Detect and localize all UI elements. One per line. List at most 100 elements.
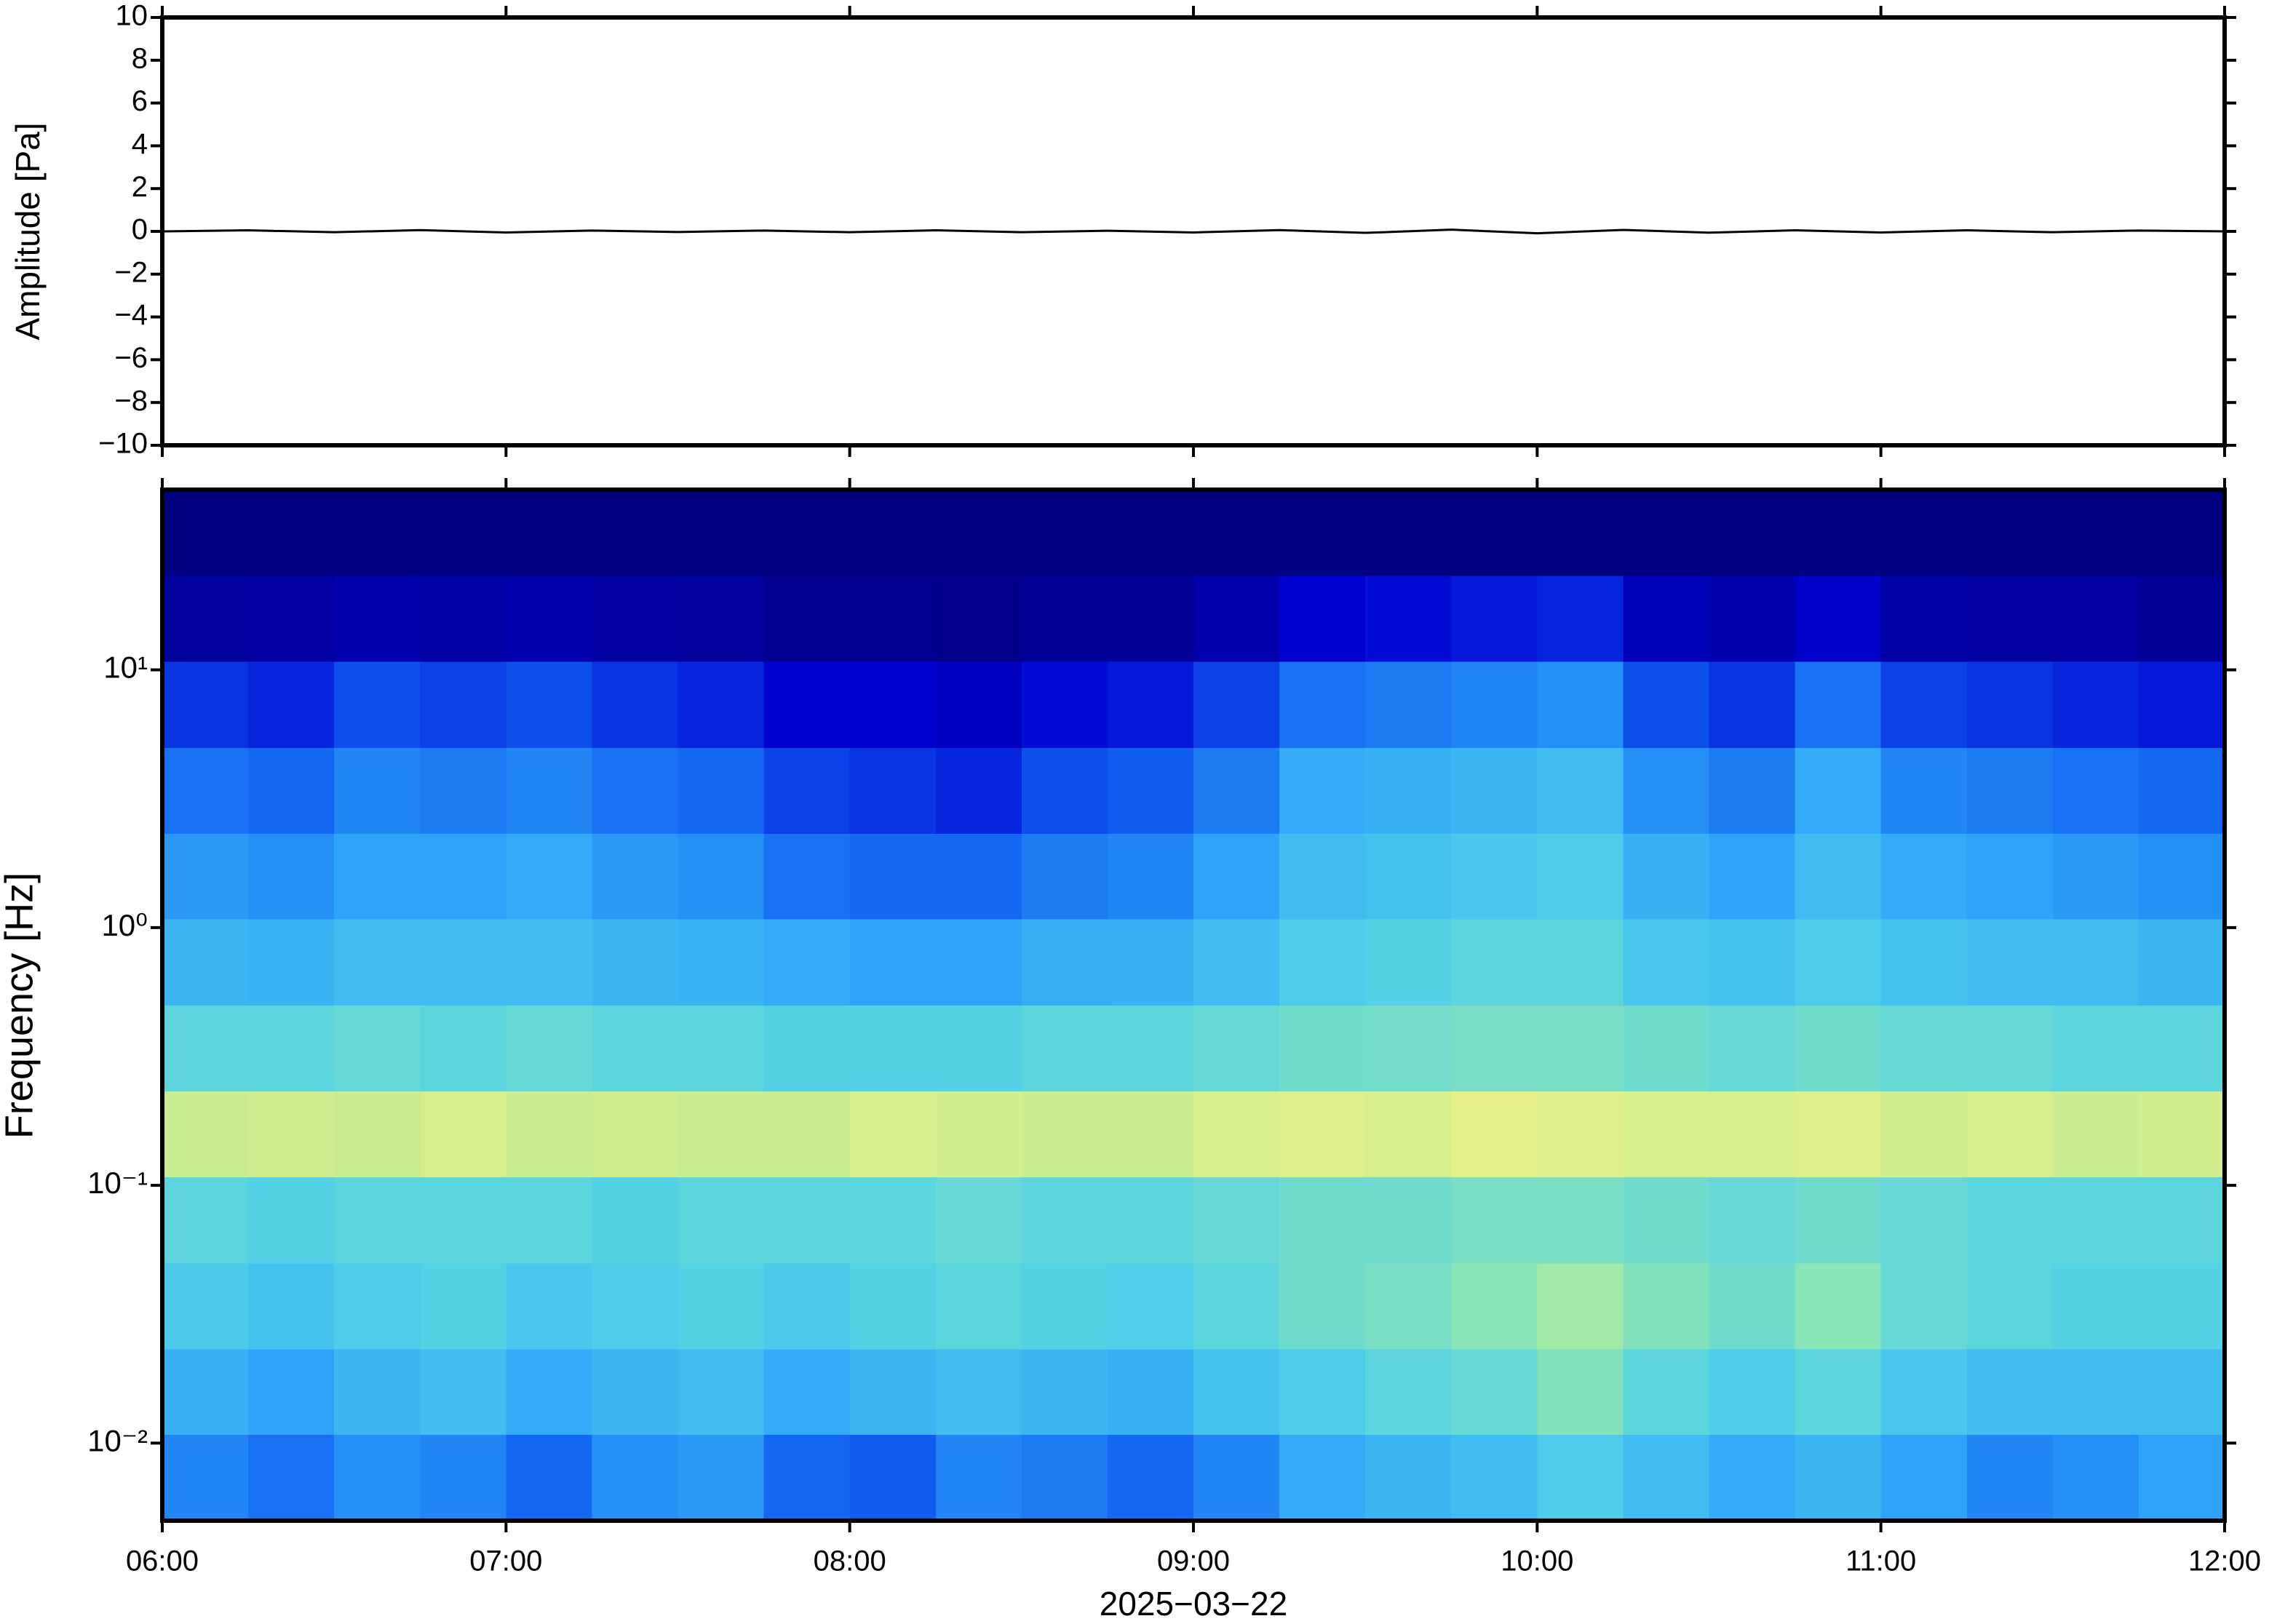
- spectrogram-cell: [334, 661, 421, 748]
- spectrogram-cell: [1966, 747, 2054, 834]
- y-axis-label: Frequency [Hz]: [0, 872, 41, 1139]
- spectrogram-cell: [1537, 576, 1624, 662]
- y-tick-label: 0: [132, 214, 148, 246]
- y-tick-label: 8: [132, 42, 148, 74]
- spectrogram-cell: [1107, 661, 1194, 748]
- spectrogram-cell: [248, 1348, 335, 1436]
- spectrogram-cell: [1966, 1005, 2054, 1092]
- spectrogram-cell: [1709, 1434, 1796, 1521]
- spectrogram-cell: [1880, 661, 1968, 748]
- spectrogram-cell: [1193, 1177, 1280, 1264]
- spectrogram-cell: [935, 1091, 1022, 1177]
- spectrogram-cell: [2138, 661, 2225, 748]
- spectrogram-cell: [506, 1434, 592, 1521]
- spectrogram-cell: [2052, 747, 2139, 834]
- spectrogram-cell: [248, 661, 335, 748]
- y-axis-label: Amplitude [Pa]: [9, 122, 47, 340]
- x-tick-label: 12:00: [2188, 1545, 2261, 1577]
- spectrogram-cell: [677, 919, 765, 1006]
- spectrogram-cell: [1623, 833, 1709, 920]
- spectrogram-cell: [248, 1091, 335, 1177]
- spectrogram-cell: [1193, 1091, 1280, 1177]
- spectrogram-cell: [162, 1434, 249, 1521]
- spectrogram-cell: [1279, 1177, 1366, 1264]
- spectrogram-cell: [1451, 919, 1538, 1006]
- spectrogram-cell: [849, 1177, 937, 1264]
- spectrogram-cell: [677, 747, 765, 834]
- spectrogram-cell: [420, 1262, 506, 1350]
- spectrogram-cell: [248, 833, 335, 920]
- spectrogram-cell: [1537, 1434, 1624, 1521]
- spectrogram-cell: [1193, 1262, 1280, 1350]
- spectrogram-cell: [849, 919, 937, 1006]
- spectrogram-cell: [1279, 490, 1366, 576]
- spectrogram-cell: [935, 1434, 1022, 1521]
- spectrogram-cell: [849, 661, 937, 748]
- spectrogram-cell: [506, 1348, 592, 1436]
- spectrogram-cell: [935, 576, 1022, 662]
- spectrogram-cell: [2052, 833, 2139, 920]
- spectrogram-cell: [677, 576, 765, 662]
- spectrogram-cell: [1451, 1348, 1538, 1436]
- spectrogram-cell: [935, 1005, 1022, 1092]
- spectrogram-cell: [677, 661, 765, 748]
- spectrogram-cell: [1365, 833, 1452, 920]
- spectrogram-cell: [677, 833, 765, 920]
- spectrogram-cell: [248, 1177, 335, 1264]
- spectrogram-cell: [2052, 1177, 2139, 1264]
- spectrogram-cell: [677, 1005, 765, 1092]
- spectrogram-cell: [1795, 490, 1882, 576]
- x-tick-label: 09:00: [1157, 1545, 1230, 1577]
- spectrogram-cell: [1021, 747, 1108, 834]
- spectrogram-cell: [1279, 1091, 1366, 1177]
- spectrogram-cell: [1880, 1005, 1968, 1092]
- spectrogram-cell: [1966, 833, 2054, 920]
- spectrogram-cell: [248, 1262, 335, 1350]
- spectrogram-cell: [849, 490, 937, 576]
- spectrogram-cell: [1966, 1177, 2054, 1264]
- spectrogram-cell: [1365, 576, 1452, 662]
- spectrogram-cell: [1880, 1177, 1968, 1264]
- spectrogram-cell: [1107, 919, 1194, 1006]
- spectrogram-cell: [849, 1005, 937, 1092]
- spectrogram-cell: [1623, 1434, 1709, 1521]
- spectrogram-cell: [2052, 1434, 2139, 1521]
- spectrogram-cell: [1880, 576, 1968, 662]
- spectrogram-cell: [334, 1434, 421, 1521]
- spectrogram-cell: [1880, 1348, 1968, 1436]
- spectrogram-cell: [763, 1434, 851, 1521]
- spectrogram-cell: [1623, 919, 1709, 1006]
- spectrogram-cell: [1021, 1005, 1108, 1092]
- spectrogram-cell: [162, 1091, 249, 1177]
- spectrogram-cell: [763, 1177, 851, 1264]
- spectrogram-cell: [1709, 1177, 1796, 1264]
- spectrogram-cell: [1966, 490, 2054, 576]
- spectrogram-cell: [1709, 919, 1796, 1006]
- spectrogram-cell: [763, 576, 851, 662]
- spectrogram-cell: [1966, 661, 2054, 748]
- spectrogram-cell: [1365, 747, 1452, 834]
- spectrogram-cell: [1193, 747, 1280, 834]
- spectrogram-cell: [1021, 661, 1108, 748]
- spectrogram-cell: [1279, 1262, 1366, 1350]
- spectrogram-cell: [1021, 1177, 1108, 1264]
- spectrogram-cell: [1966, 1091, 2054, 1177]
- spectrogram-cell: [1279, 1348, 1366, 1436]
- spectrogram-cell: [1451, 747, 1538, 834]
- spectrogram-cell: [1537, 1091, 1624, 1177]
- spectrogram-cell: [2138, 833, 2225, 920]
- spectrogram-cell: [334, 1348, 421, 1436]
- spectrogram-cell: [248, 490, 335, 576]
- spectrogram-cell: [849, 1434, 937, 1521]
- spectrogram-cell: [677, 1262, 765, 1350]
- spectrogram-cell: [248, 747, 335, 834]
- y-tick-label: 6: [132, 85, 148, 117]
- spectrogram-cell: [420, 576, 506, 662]
- spectrogram-cell: [935, 1348, 1022, 1436]
- spectrogram-cell: [1709, 576, 1796, 662]
- spectrogram-cell: [1880, 490, 1968, 576]
- spectrogram-cell: [1537, 833, 1624, 920]
- spectrogram-cell: [506, 747, 592, 834]
- spectrogram-cell: [1966, 1262, 2054, 1350]
- spectrogram-cell: [420, 1005, 506, 1092]
